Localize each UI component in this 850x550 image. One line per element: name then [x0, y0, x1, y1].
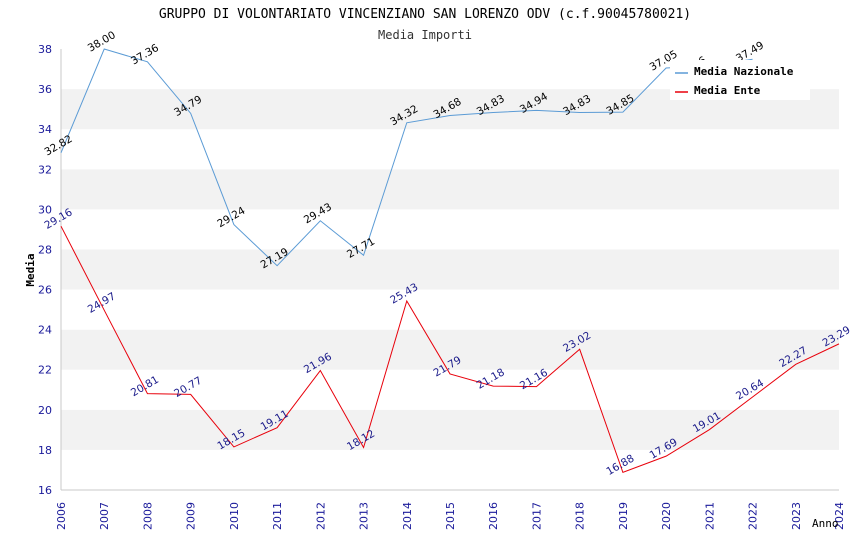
- x-tick-label: 2008: [141, 502, 154, 530]
- y-tick-label: 28: [38, 243, 52, 256]
- grid-band: [61, 289, 839, 330]
- x-tick-label: 2022: [747, 502, 760, 530]
- grid-band: [61, 129, 839, 170]
- y-ticks: 16 18 20 22 24 26 28 30 32 34 36 38: [38, 43, 52, 497]
- x-tick-label: 2017: [530, 502, 543, 530]
- y-tick-label: 32: [38, 163, 52, 176]
- y-tick-label: 30: [38, 203, 52, 216]
- x-tick-label: 2015: [444, 502, 457, 530]
- grid-band: [61, 329, 839, 370]
- y-tick-label: 24: [38, 324, 52, 337]
- series-line-media-nazionale: [60, 48, 753, 267]
- x-tick-label: 2012: [314, 502, 327, 530]
- axes: [60, 49, 839, 491]
- x-tick-label: 2006: [55, 502, 68, 530]
- legend: Media Nazionale Media Ente: [670, 60, 810, 100]
- x-tick-label: 2014: [401, 502, 414, 530]
- y-axis-label: Media: [24, 253, 37, 286]
- y-tick-label: 34: [38, 123, 52, 136]
- y-tick-label: 22: [38, 364, 52, 377]
- legend-box: [670, 60, 810, 100]
- x-tick-label: 2018: [574, 502, 587, 530]
- grid-band: [61, 369, 839, 410]
- y-tick-label: 20: [38, 404, 52, 417]
- y-tick-label: 36: [38, 83, 52, 96]
- grid-bands: [61, 49, 839, 490]
- x-axis-label: Anno: [812, 517, 839, 530]
- x-tick-label: 2019: [617, 502, 630, 530]
- grid-band: [61, 249, 839, 290]
- chart-title: GRUPPO DI VOLONTARIATO VINCENZIANO SAN L…: [159, 7, 691, 22]
- grid-band: [61, 209, 839, 250]
- x-tick-label: 2020: [660, 502, 673, 530]
- grid-band: [61, 169, 839, 210]
- series-lines: [60, 48, 840, 474]
- x-tick-label: 2013: [358, 502, 371, 530]
- y-tick-label: 18: [38, 444, 52, 457]
- x-tick-label: 2011: [271, 502, 284, 530]
- x-tick-label: 2023: [790, 502, 803, 530]
- x-ticks: 2006 2007 2008 2009 2010 2011 2012 2013 2014 2015…: [55, 502, 846, 530]
- y-tick-label: 26: [38, 284, 52, 297]
- grid-band: [61, 449, 839, 490]
- x-tick-label: 2007: [98, 502, 111, 530]
- x-tick-label: 2024: [833, 502, 846, 530]
- grid-band: [61, 409, 839, 450]
- y-tick-label: 38: [38, 43, 52, 56]
- y-tick-label: 16: [38, 484, 52, 497]
- series-line-media-ente: [60, 225, 840, 474]
- chart-subtitle: Media Importi: [378, 28, 472, 42]
- x-tick-label: 2021: [703, 502, 716, 530]
- x-tick-label: 2009: [185, 502, 198, 530]
- x-tick-label: 2010: [228, 502, 241, 530]
- legend-label-media-ente: Media Ente: [694, 84, 761, 97]
- x-tick-label: 2016: [487, 502, 500, 530]
- legend-label-media-nazionale: Media Nazionale: [694, 65, 794, 78]
